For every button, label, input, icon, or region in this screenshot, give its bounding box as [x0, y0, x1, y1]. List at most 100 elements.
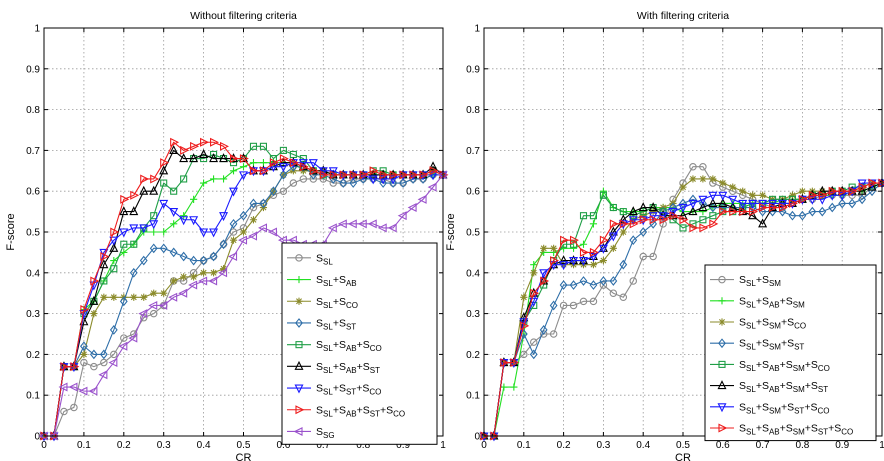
data-point [629, 235, 638, 246]
legend-entry: SSL+SAB+SCO [287, 339, 382, 353]
legend: SSL+SSM SSL+SAB+SSM SSL+SSM+SCO SSL+SSM+SST… [704, 264, 877, 442]
y-tick-label: 0.5 [26, 228, 40, 239]
data-point [679, 215, 689, 225]
data-point [549, 300, 558, 311]
legend-label: SSL+SST [316, 317, 356, 331]
legend-marker [718, 318, 726, 326]
data-point [289, 179, 298, 187]
data-point [510, 383, 518, 391]
y-tick-label: 0.7 [466, 146, 480, 157]
data-point [218, 268, 228, 278]
y-tick-label: 0.8 [26, 105, 40, 116]
data-point [259, 166, 269, 176]
data-point [639, 215, 649, 225]
data-point [110, 227, 120, 237]
legend-entry: SSL+SST+SCO [287, 383, 381, 397]
data-point [88, 386, 98, 396]
y-tick-label: 0.5 [466, 228, 480, 239]
data-point [480, 431, 490, 441]
data-point [619, 219, 629, 229]
data-point [689, 223, 699, 233]
legend-entry: SSG [287, 426, 335, 440]
data-point [609, 203, 617, 212]
y-tick-label: 0.4 [466, 268, 480, 279]
legend-label: SSL+SSM [739, 274, 781, 288]
data-point [689, 162, 697, 171]
data-point [699, 162, 707, 171]
data-point [778, 195, 787, 203]
x-tick-label: 0.3 [596, 440, 610, 451]
data-point [200, 137, 210, 147]
data-point [428, 161, 438, 171]
data-point [279, 154, 289, 164]
data-point [729, 207, 739, 217]
data-point [120, 248, 128, 256]
data-point [160, 289, 168, 297]
data-point [130, 190, 140, 200]
data-point [259, 198, 268, 209]
y-tick-label: 0.9 [466, 64, 480, 75]
data-point [189, 153, 199, 163]
data-point [739, 207, 749, 217]
data-point [639, 227, 648, 237]
data-point [249, 142, 258, 150]
data-point [389, 178, 398, 188]
data-point [149, 185, 159, 195]
data-point [128, 333, 138, 343]
data-point [80, 350, 88, 358]
data-point [848, 186, 858, 196]
legend-label: SSL+SAB+SSM+SCO [739, 359, 830, 373]
data-point [248, 231, 258, 241]
data-point [808, 206, 817, 217]
data-point [858, 182, 868, 192]
legend-entry: SSL+SAB+SSM+SCO [710, 359, 830, 373]
data-point [120, 194, 130, 204]
data-point [540, 244, 548, 252]
data-point [529, 349, 538, 360]
data-point [649, 215, 659, 225]
data-point [759, 191, 767, 199]
data-point [119, 228, 129, 238]
data-point [629, 277, 637, 285]
data-point [569, 235, 579, 245]
data-point [168, 292, 178, 302]
data-point [550, 256, 560, 266]
legend-label: SSL [316, 252, 333, 266]
data-point [188, 280, 198, 290]
data-point [699, 175, 707, 183]
data-point [170, 187, 178, 195]
data-point [828, 186, 838, 196]
data-point [429, 166, 439, 176]
data-point [119, 296, 128, 307]
x-tick-label: 1 [879, 440, 884, 451]
data-point [599, 256, 607, 265]
data-point [98, 370, 108, 380]
data-point [589, 220, 598, 228]
data-point [628, 206, 638, 216]
data-point [259, 142, 268, 150]
data-point [139, 255, 148, 266]
data-point [239, 154, 249, 164]
data-point [367, 219, 377, 229]
data-point [520, 350, 528, 359]
legend-marker [295, 275, 303, 284]
data-point [397, 211, 407, 221]
x-tick-label: 0.7 [316, 440, 330, 451]
x-tick-label: 1 [440, 440, 446, 451]
data-point [209, 251, 218, 262]
data-point [407, 203, 417, 213]
y-tick-label: 0.2 [26, 350, 40, 361]
x-tick-label: 0.5 [676, 440, 690, 451]
x-tick-label: 0.9 [835, 440, 849, 451]
data-point [837, 191, 847, 201]
legend-marker [718, 297, 726, 305]
data-point [569, 301, 578, 310]
data-point [379, 170, 389, 180]
data-point [158, 300, 168, 310]
legend-marker [293, 426, 303, 436]
legend-marker [295, 341, 303, 349]
data-point [110, 265, 118, 273]
x-tick-label: 0.6 [716, 440, 730, 451]
data-point [299, 162, 309, 172]
data-point [808, 190, 818, 200]
